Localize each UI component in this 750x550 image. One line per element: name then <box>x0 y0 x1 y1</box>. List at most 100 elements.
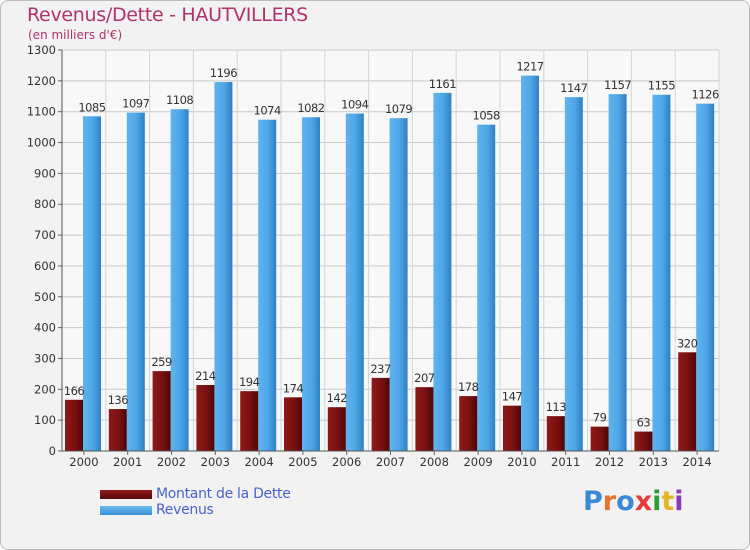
data-label-dette: 194 <box>239 375 260 389</box>
bar-dette <box>546 416 565 451</box>
logo-letter: i <box>674 486 684 517</box>
data-label-dette: 174 <box>283 381 304 395</box>
y-tick-label: 500 <box>34 290 56 304</box>
data-label-revenus: 1147 <box>560 81 587 95</box>
data-label-revenus: 1094 <box>341 98 368 112</box>
bar-dette <box>415 387 434 451</box>
data-label-dette: 136 <box>108 393 129 407</box>
x-tick-label: 2005 <box>288 455 317 469</box>
data-label-revenus: 1108 <box>166 93 193 107</box>
logo-letter: P <box>583 486 603 517</box>
y-tick-label: 1200 <box>27 74 56 88</box>
bar-dette <box>152 371 171 451</box>
proxiti-logo: Proxiti <box>583 486 684 517</box>
y-tick-label: 1000 <box>27 136 56 150</box>
chart-subtitle: (en milliers d'€) <box>28 28 123 42</box>
bar-revenus <box>521 75 539 452</box>
y-tick-label: 0 <box>49 444 56 458</box>
bar-revenus <box>608 94 627 452</box>
legend-item-dette: Montant de la Dette <box>100 486 291 502</box>
bar-revenus <box>83 116 101 452</box>
bar-revenus <box>214 82 233 451</box>
logo-letter: x <box>634 486 653 517</box>
label-layer: 1085 166 1097 136 1108 259 1196 214 1074 194 1082 1… <box>64 60 720 430</box>
bar-dette <box>503 405 521 451</box>
bar-dette <box>240 391 259 451</box>
data-label-dette: 166 <box>64 384 85 398</box>
y-tick-label: 100 <box>34 413 56 427</box>
data-label-dette: 207 <box>414 371 435 385</box>
axis-layer: 0 100 200 300 400 500 600 700 800 900 1000 1100 1200… <box>27 43 719 469</box>
y-tick-label: 200 <box>34 382 56 396</box>
legend: Montant de la Dette Revenus <box>100 486 291 518</box>
data-label-revenus: 1157 <box>604 78 631 92</box>
logo-letter: r <box>602 486 617 517</box>
y-tick-label: 800 <box>34 197 56 211</box>
bar-revenus <box>652 94 671 451</box>
x-tick-label: 2007 <box>376 455 405 469</box>
data-label-revenus: 1126 <box>692 88 719 102</box>
y-tick-label: 700 <box>34 228 56 242</box>
y-tick-label: 400 <box>34 321 56 335</box>
data-label-revenus: 1074 <box>254 104 281 118</box>
bar-revenus <box>477 124 496 451</box>
x-tick-label: 2006 <box>332 455 361 469</box>
bar-dette <box>327 407 346 451</box>
bar-revenus <box>126 112 145 452</box>
data-label-dette: 63 <box>637 416 651 430</box>
data-label-dette: 320 <box>677 336 698 350</box>
data-label-revenus: 1082 <box>297 101 324 115</box>
x-tick-label: 2014 <box>682 455 711 469</box>
bar-dette <box>284 397 302 451</box>
x-tick-label: 2008 <box>420 455 449 469</box>
x-tick-label: 2012 <box>595 455 624 469</box>
bar-revenus <box>696 103 715 452</box>
y-tick-label: 600 <box>34 259 56 273</box>
x-tick-label: 2013 <box>639 455 668 469</box>
data-label-dette: 259 <box>151 355 172 369</box>
logo-letter: o <box>616 486 635 517</box>
legend-label-revenus: Revenus <box>156 502 214 518</box>
chart-title: Revenus/Dette - HAUTVILLERS <box>27 4 308 26</box>
bar-revenus <box>433 92 452 451</box>
legend-item-revenus: Revenus <box>100 502 291 518</box>
x-tick-label: 2004 <box>244 455 273 469</box>
bar-revenus <box>564 97 583 452</box>
y-tick-label: 1300 <box>27 43 56 57</box>
data-label-dette: 142 <box>327 391 348 405</box>
bar-dette <box>108 409 127 451</box>
x-tick-label: 2003 <box>201 455 230 469</box>
bar-dette <box>634 431 653 451</box>
logo-letter: i <box>652 486 662 517</box>
bar-revenus <box>345 113 364 451</box>
x-tick-label: 2011 <box>551 455 580 469</box>
x-tick-label: 2002 <box>157 455 186 469</box>
bar-dette <box>678 352 697 451</box>
y-tick-label: 300 <box>34 351 56 365</box>
data-label-revenus: 1217 <box>516 60 543 74</box>
data-label-dette: 237 <box>370 362 391 376</box>
legend-swatch-revenus <box>100 505 152 515</box>
data-label-revenus: 1085 <box>78 100 105 114</box>
bar-layer <box>65 75 715 452</box>
bar-revenus <box>258 119 277 451</box>
data-label-revenus: 1079 <box>385 102 412 116</box>
data-label-revenus: 1196 <box>210 66 237 80</box>
data-label-revenus: 1097 <box>122 97 149 111</box>
data-label-dette: 147 <box>502 390 523 404</box>
data-label-dette: 178 <box>458 380 479 394</box>
x-tick-label: 2000 <box>69 455 98 469</box>
bar-revenus <box>389 118 408 452</box>
x-tick-label: 2009 <box>463 455 492 469</box>
y-tick-label: 1100 <box>27 105 56 119</box>
bar-dette <box>371 377 390 451</box>
bar-revenus <box>170 109 189 452</box>
bar-dette <box>196 384 215 451</box>
bar-dette <box>590 426 609 451</box>
data-label-dette: 79 <box>593 411 607 425</box>
bar-dette <box>459 396 478 451</box>
legend-label-dette: Montant de la Dette <box>156 486 291 502</box>
x-tick-label: 2001 <box>113 455 142 469</box>
data-label-revenus: 1161 <box>429 77 456 91</box>
